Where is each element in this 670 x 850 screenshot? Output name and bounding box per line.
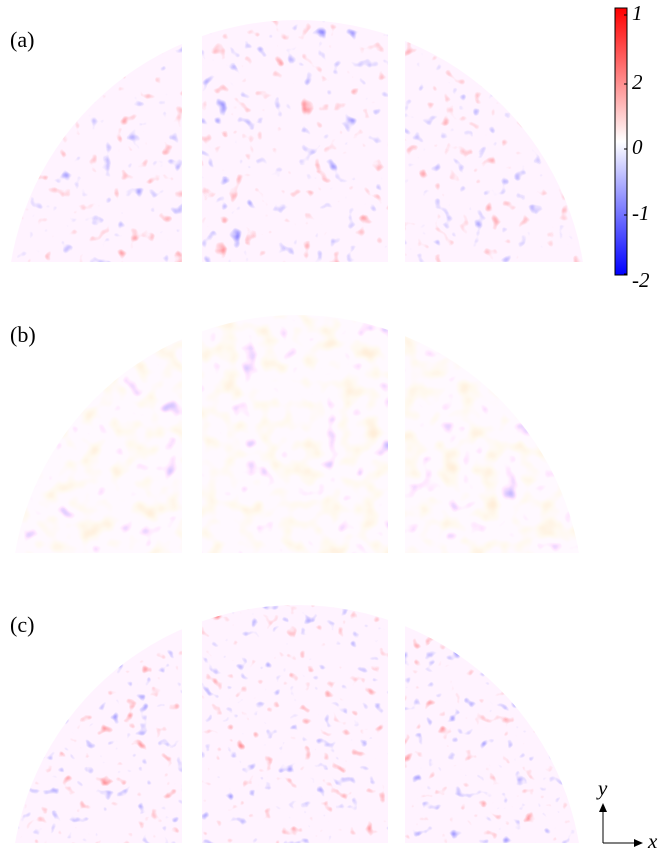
x-axis-label: x	[647, 829, 658, 850]
y-axis-label: y	[596, 776, 608, 800]
heatmap-section	[405, 315, 583, 553]
heatmap-section	[405, 20, 585, 262]
panel-label: (a)	[10, 27, 34, 52]
colorbar-label: 1	[632, 1, 643, 25]
heatmap-panel	[8, 20, 585, 262]
heatmap-section	[202, 20, 388, 262]
colorbar-label: 0	[632, 135, 643, 159]
heatmap-section	[202, 315, 388, 553]
colorbar	[614, 7, 628, 276]
heatmap-section	[405, 605, 583, 843]
axis-indicator: y x	[596, 776, 658, 850]
heatmap-panel	[11, 315, 583, 553]
panel-label: (c)	[10, 612, 34, 637]
panel-label: (b)	[10, 322, 36, 347]
heatmap-panel	[11, 605, 583, 843]
colorbar-label: -1	[632, 201, 650, 225]
heatmap-section	[8, 20, 182, 262]
colorbar-label: 2	[632, 70, 643, 94]
colorbar-label: -2	[632, 268, 650, 292]
heatmap-section	[202, 605, 388, 843]
